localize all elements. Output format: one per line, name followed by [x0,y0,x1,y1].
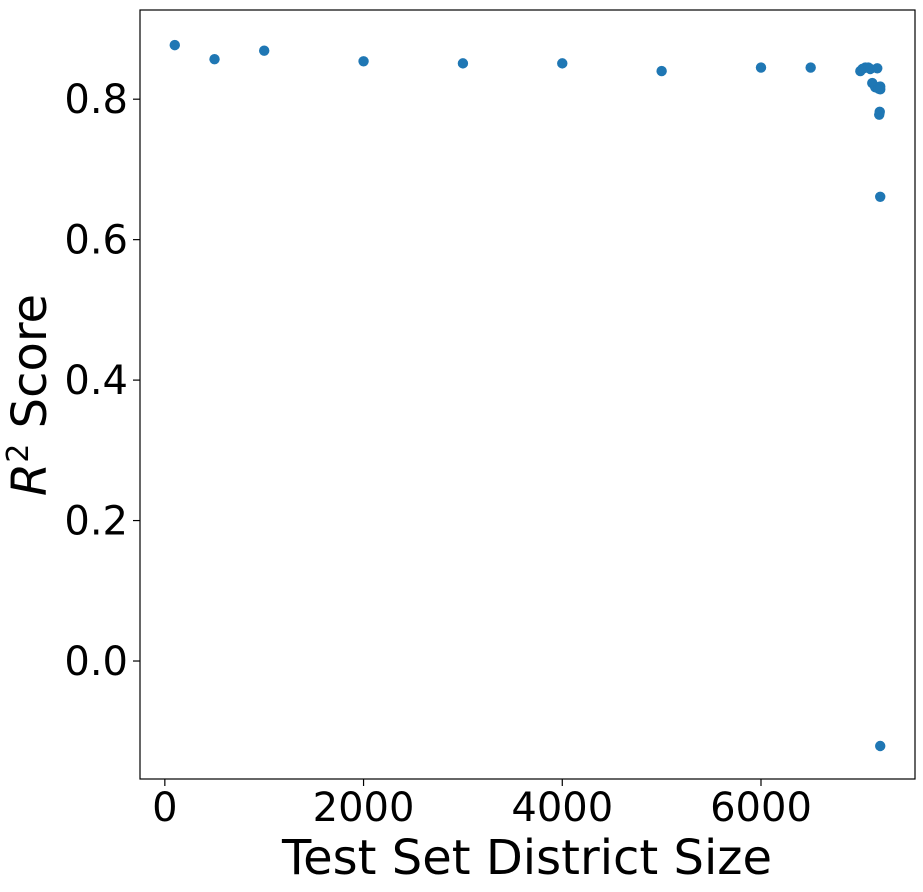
y-axis-title-text: Score [2,294,58,444]
plot-frame [139,9,916,780]
data-points [169,39,886,752]
data-point [805,62,816,73]
data-point [209,53,220,65]
x-tick-label: 4000 [511,785,613,831]
x-axis-title: Test Set District Size [281,830,772,886]
data-point [258,45,270,56]
x-axis: 0 2000 4000 6000 [152,779,812,831]
data-point [875,191,886,203]
y-tick-label: 0.6 [64,218,128,264]
y-axis-title-symbol: R [2,463,58,496]
data-point [874,106,885,118]
data-point [875,740,886,752]
data-point [169,39,180,51]
y-tick-label: 0.2 [64,499,128,545]
x-tick-label: 0 [152,785,177,831]
x-tick-label: 2000 [313,785,415,831]
data-point [557,58,568,69]
y-axis-title-superscript: 2 [1,444,36,463]
data-point [875,84,886,95]
y-axis: 0.0 0.2 0.4 0.6 0.8 [64,77,140,685]
data-point [872,63,883,74]
y-tick-label: 0.4 [64,358,128,404]
y-axis-title: R2 Score [1,294,58,496]
data-point [656,65,667,77]
x-tick-label: 6000 [710,785,812,831]
y-tick-label: 0.0 [64,639,128,685]
y-tick-label: 0.8 [64,77,128,123]
data-point [755,62,767,73]
data-point [358,56,369,67]
data-point [457,58,469,69]
